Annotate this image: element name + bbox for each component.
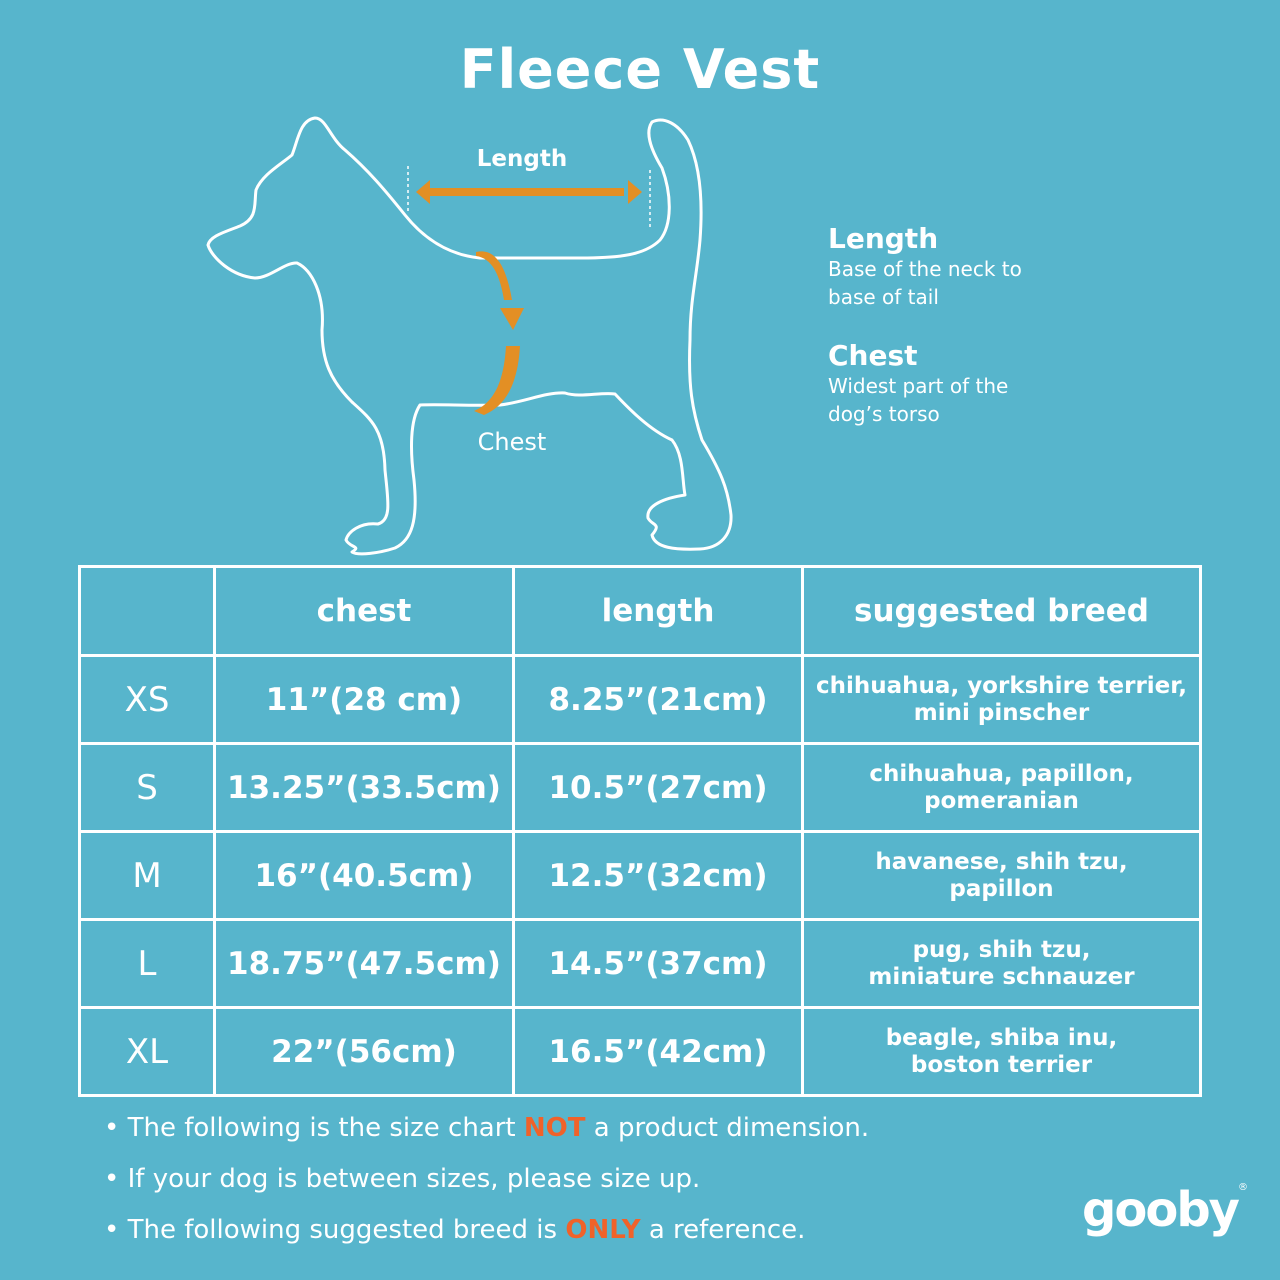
dog-outline <box>206 116 733 556</box>
chest-label: Chest <box>478 428 547 456</box>
cell-breed: chihuahua, papillon, pomeranian <box>801 742 1202 833</box>
note-1: • The following is the size chart NOT a … <box>104 1113 870 1143</box>
cell-breed: chihuahua, yorkshire terrier, mini pinsch… <box>801 654 1202 745</box>
header-chest: chest <box>213 565 515 657</box>
header-breed: suggested breed <box>801 565 1202 657</box>
cell-length: 10.5”(27cm) <box>512 742 804 833</box>
table-row: M 16”(40.5cm) 12.5”(32cm) havanese, shih tz… <box>78 830 1202 921</box>
length-arrow <box>416 180 642 204</box>
size-chart-table: chest length suggested breed XS 11”(28 cm… <box>78 565 1202 1097</box>
chest-arrow <box>474 251 524 415</box>
breed-line: miniature schnauzer <box>868 963 1135 990</box>
cell-size: XL <box>78 1006 216 1097</box>
cell-size: S <box>78 742 216 833</box>
legend-heading: Length <box>828 222 939 255</box>
note-text: a product dimension. <box>585 1113 870 1143</box>
cell-breed: pug, shih tzu, miniature schnauzer <box>801 918 1202 1009</box>
header-length: length <box>512 565 804 657</box>
note-3: • The following suggested breed is ONLY … <box>104 1215 806 1245</box>
cell-breed: havanese, shih tzu, papillon <box>801 830 1202 921</box>
cell-length: 16.5”(42cm) <box>512 1006 804 1097</box>
legend-desc: Widest part of the <box>828 374 1009 398</box>
cell-chest: 13.25”(33.5cm) <box>213 742 515 833</box>
table-row: XS 11”(28 cm) 8.25”(21cm) chihuahua, yorksh… <box>78 654 1202 745</box>
length-label: Length <box>477 146 567 172</box>
breed-line: pomeranian <box>924 787 1079 814</box>
cell-chest: 22”(56cm) <box>213 1006 515 1097</box>
legend-chest: Chest Widest part of the dog’s torso <box>828 339 1008 428</box>
breed-line: mini pinscher <box>913 699 1090 726</box>
legend-desc: dog’s torso <box>828 402 940 426</box>
breed-line: chihuahua, yorkshire terrier, <box>816 672 1187 699</box>
breed-line: chihuahua, papillon, <box>869 760 1134 787</box>
table-row: S 13.25”(33.5cm) 10.5”(27cm) chihuahua, pap… <box>78 742 1202 833</box>
page-title: Fleece Vest <box>459 38 821 101</box>
note-highlight: NOT <box>523 1113 586 1143</box>
cell-size: M <box>78 830 216 921</box>
note-text: The following is the size chart <box>127 1113 524 1143</box>
cell-breed: beagle, shiba inu, boston terrier <box>801 1006 1202 1097</box>
note-2: • If your dog is between sizes, please s… <box>104 1164 701 1194</box>
breed-line: papillon <box>949 875 1054 902</box>
cell-length: 14.5”(37cm) <box>512 918 804 1009</box>
dog-measurement-diagram: Length Chest <box>206 116 733 556</box>
breed-line: boston terrier <box>910 1051 1093 1078</box>
note-text: If your dog is between sizes, please siz… <box>127 1164 701 1194</box>
logo-text: gooby <box>1082 1182 1240 1238</box>
table-row: XL 22”(56cm) 16.5”(42cm) beagle, shiba inu,… <box>78 1006 1202 1097</box>
table-header-row: chest length suggested breed <box>78 565 1202 657</box>
cell-chest: 11”(28 cm) <box>213 654 515 745</box>
cell-chest: 18.75”(47.5cm) <box>213 918 515 1009</box>
cell-size: L <box>78 918 216 1009</box>
cell-size: XS <box>78 654 216 745</box>
cell-length: 8.25”(21cm) <box>512 654 804 745</box>
legend-desc: Base of the neck to <box>828 257 1022 281</box>
note-text: The following suggested breed is <box>127 1215 566 1245</box>
table-row: L 18.75”(47.5cm) 14.5”(37cm) pug, shih tzu,… <box>78 918 1202 1009</box>
cell-chest: 16”(40.5cm) <box>213 830 515 921</box>
legend-heading: Chest <box>828 339 918 372</box>
breed-line: beagle, shiba inu, <box>885 1024 1118 1051</box>
cell-length: 12.5”(32cm) <box>512 830 804 921</box>
registered-mark: ® <box>1237 1182 1248 1193</box>
gooby-logo: gooby® <box>1082 1182 1248 1238</box>
legend-length: Length Base of the neck to base of tail <box>828 222 1022 311</box>
note-highlight: ONLY <box>565 1215 641 1245</box>
breed-line: pug, shih tzu, <box>912 936 1091 963</box>
header-size <box>78 565 216 657</box>
note-text: a reference. <box>640 1215 806 1245</box>
legend-desc: base of tail <box>828 285 939 309</box>
breed-line: havanese, shih tzu, <box>875 848 1128 875</box>
